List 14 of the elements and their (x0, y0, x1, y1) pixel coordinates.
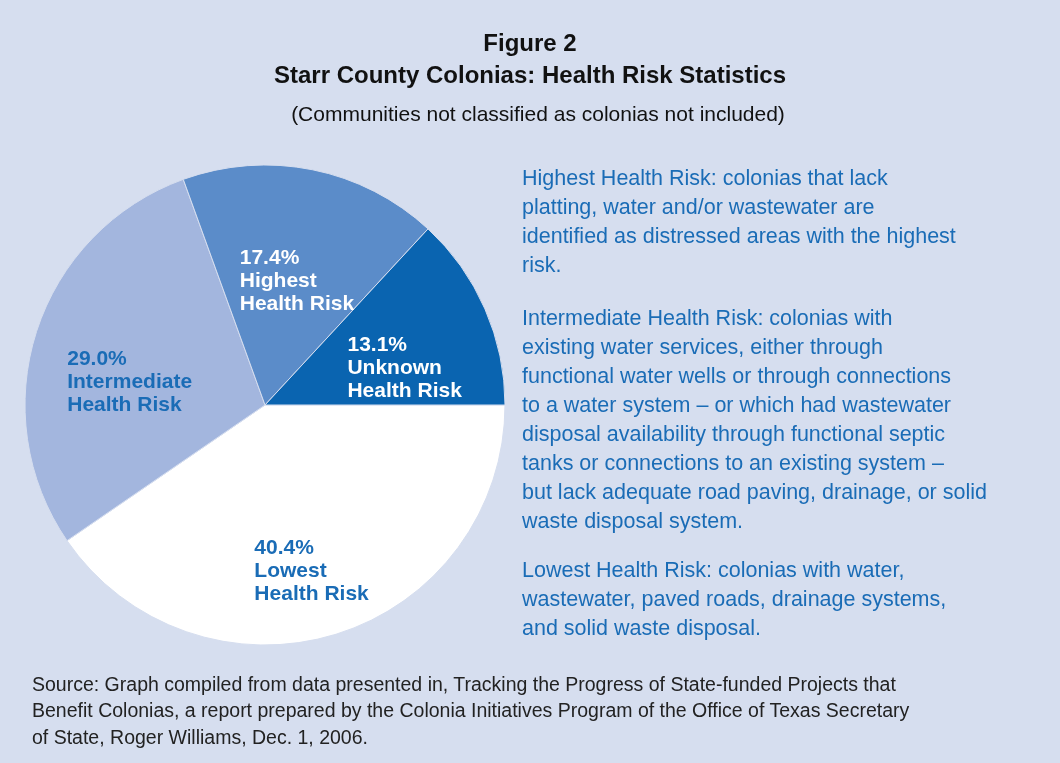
data-label: 17.4% (239, 244, 300, 268)
data-label: 29.0% (67, 346, 128, 370)
data-label: 13.1% (347, 331, 408, 355)
text: Lowest Health Risk: colonias with water, wastewater, paved roads, drainage systems, and solid waste disposal. (521, 558, 947, 641)
slice-label: Intermediate Health Risk (67, 369, 193, 416)
source-note: Source: Graph compiled from data presented in, Tracking the Progress of State-funded Projects that Benefit Colonias, a report prepared by the Colonia Initiatives Program of the Office of Texas Secretary of State, Roger Williams, Dec. 1, 2006. (32, 673, 910, 748)
chart-title: Figure 2 Starr County Colonias: Health Risk Statistics (273, 29, 787, 89)
slice-label: Unknown Health Risk (347, 354, 463, 401)
text: Intermediate Health Risk: colonias with existing water services, either through functional water wells or through connections to a water system – or which had wastewater disposal availability through functional septic tanks or connections to an existing system – but lack adequate road paving, drainage, or solid waste disposal system. (521, 306, 987, 534)
chart-subtitle: (Communities not classified as colonias not included) (291, 102, 785, 125)
slice-label: Lowest Health Risk (254, 558, 370, 605)
data-label: 40.4% (254, 535, 315, 559)
text: Highest Health Risk: colonias that lack platting, water and/or wastewater are identified as distressed areas with the highest risk. (522, 166, 956, 278)
slice-label: Highest Health Risk (239, 267, 355, 314)
